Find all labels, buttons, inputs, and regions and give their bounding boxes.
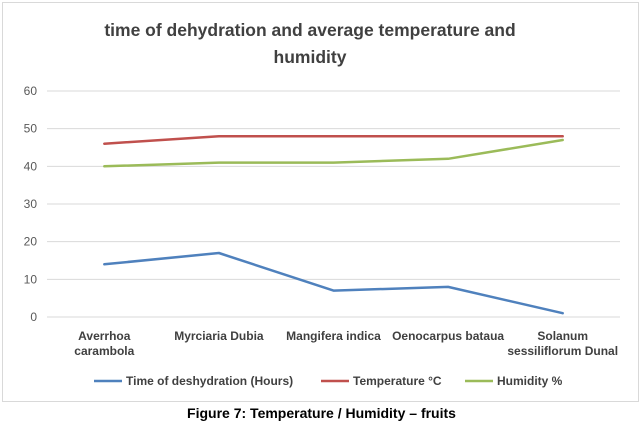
y-tick-label: 10	[24, 272, 38, 286]
x-tick-label: carambola	[74, 344, 134, 358]
chart-title-line: time of dehydration and average temperat…	[104, 20, 515, 40]
x-tick-label: sessiliflorum Dunal	[507, 344, 618, 358]
figure-caption: Figure 7: Temperature / Humidity – fruit…	[187, 405, 456, 421]
x-tick-label: Mangifera indica	[286, 329, 381, 343]
y-tick-label: 50	[24, 122, 38, 136]
x-tick-label: Averrhoa	[78, 329, 131, 343]
series-line	[103, 138, 564, 168]
series-line	[103, 134, 564, 145]
y-tick-label: 40	[24, 159, 38, 173]
chart-title-line: humidity	[274, 47, 347, 67]
legend-label: Time of deshydration (Hours)	[126, 374, 293, 388]
line-chart: time of dehydration and average temperat…	[24, 20, 620, 388]
legend-label: Temperature °C	[353, 374, 442, 388]
y-tick-label: 60	[24, 84, 38, 98]
chart-frame: time of dehydration and average temperat…	[2, 2, 639, 402]
x-tick-label: Oenocarpus bataua	[392, 329, 504, 343]
series-line	[103, 251, 564, 315]
x-tick-label: Solanum	[537, 329, 588, 343]
y-tick-label: 30	[24, 197, 38, 211]
y-tick-label: 20	[24, 235, 38, 249]
legend-label: Humidity %	[497, 374, 563, 388]
x-tick-label: Myrciaria Dubia	[174, 329, 264, 343]
y-tick-label: 0	[30, 310, 37, 324]
